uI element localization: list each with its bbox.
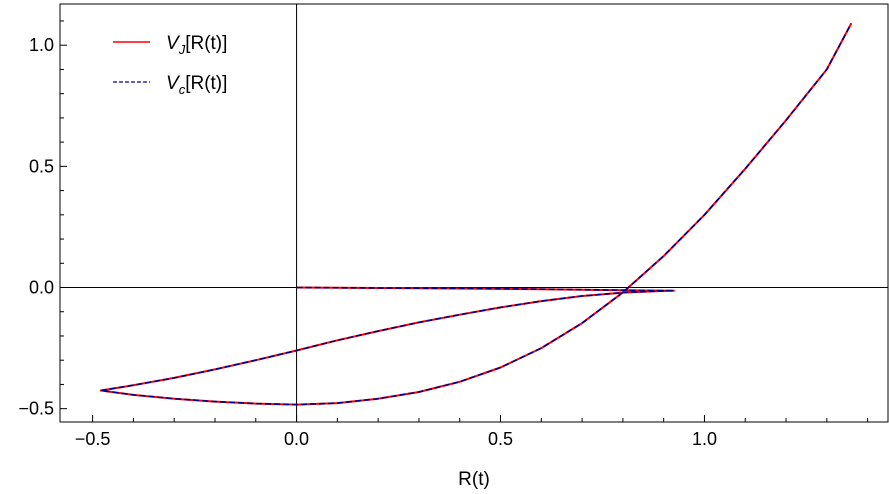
y-tick-label: 1.0 — [29, 35, 54, 55]
y-tick-label: 0.5 — [29, 156, 54, 176]
legend-label-vj: VJ[R(t)] — [166, 33, 227, 57]
x-axis-title: R(t) — [458, 469, 490, 490]
plot-border — [59, 3, 889, 423]
plot-frame — [59, 3, 889, 423]
zero-axes — [60, 4, 888, 422]
y-tick-label: −0.5 — [18, 399, 54, 419]
x-tick-label: 0.0 — [284, 429, 309, 449]
series-line-vc — [100, 23, 853, 406]
x-tick-label: 1.0 — [692, 429, 717, 449]
x-tick-label: −0.5 — [75, 429, 111, 449]
series-layer — [99, 22, 853, 406]
ticks: −0.5 0.0 0.5 1.0 −0.5 0.0 0.5 1.0 — [18, 20, 869, 449]
legend: VJ[R(t)] Vc[R(t)] — [113, 33, 227, 97]
legend-label-vc: Vc[R(t)] — [166, 73, 227, 97]
y-tick-label: 0.0 — [29, 278, 54, 298]
x-tick-label: 0.5 — [488, 429, 513, 449]
